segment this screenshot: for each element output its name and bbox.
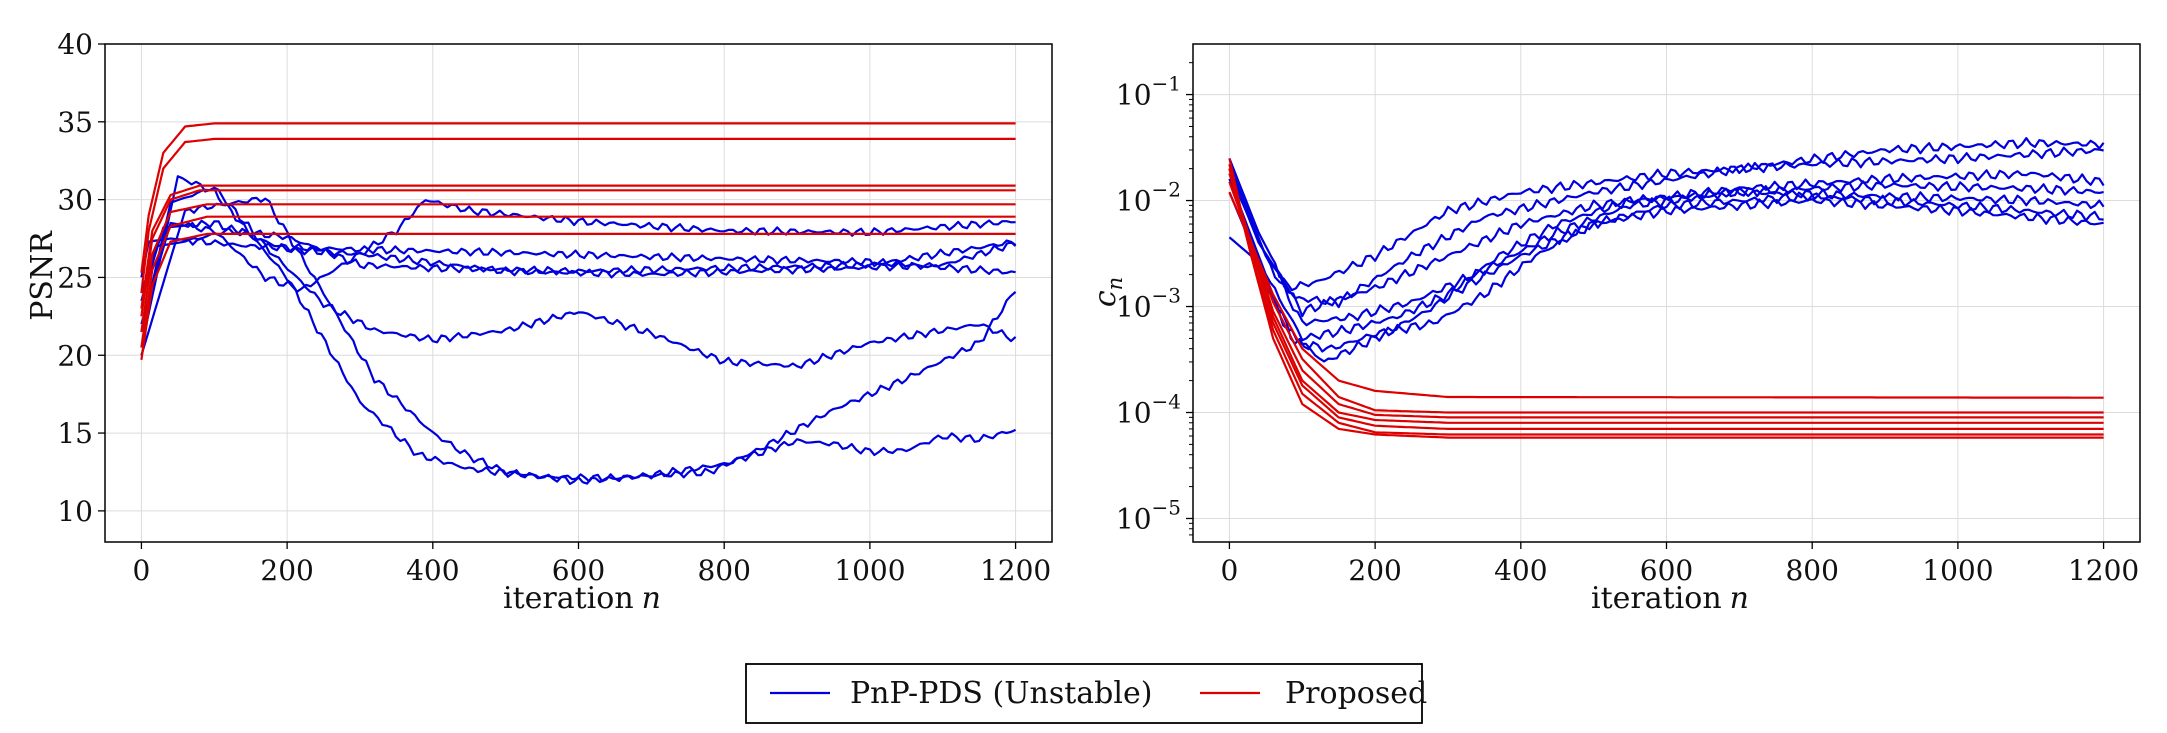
psnr-y-tick-label-30: 30 (57, 184, 93, 217)
psnr-series-proposed-9 (140, 184, 1016, 309)
cn-series-proposed-11 (1228, 168, 2104, 430)
cn-series-pnp-pds-2 (1228, 169, 2105, 318)
cn-y-axis-label: cn (1088, 277, 1127, 307)
cn-x-axis-label: iteration n (1591, 581, 1749, 616)
psnr-series (140, 122, 1017, 485)
cn-x-tick-label-1200: 1200 (2068, 554, 2139, 587)
psnr-x-tick-label-400: 400 (406, 554, 459, 587)
psnr-series-proposed-10 (140, 189, 1016, 317)
cn-y-tick-label-1: 10−4 (1116, 390, 1181, 430)
psnr-x-tick-label-800: 800 (697, 554, 750, 587)
psnr-x-axis-label-text: iteration (503, 581, 634, 616)
legend-label-pnp-pds: PnP-PDS (Unstable) (850, 676, 1152, 711)
cn-y-axis-label-sub: n (1103, 277, 1127, 291)
psnr-series-proposed-7 (140, 122, 1016, 273)
cn-x-tick-label-600: 600 (1640, 554, 1693, 587)
cn-y-tick-label-0: 10−5 (1116, 495, 1181, 535)
cn-x-tick-label-400: 400 (1494, 554, 1547, 587)
cn-x-tick-label-200: 200 (1348, 554, 1401, 587)
psnr-y-tick-label-40: 40 (57, 28, 93, 61)
cn-y-tick-label-2: 10−3 (1116, 284, 1181, 324)
psnr-y-axis-label: PSNR (25, 230, 60, 321)
psnr-x-axis-label: iteration n (503, 581, 661, 616)
cn-series-proposed-7 (1228, 191, 2104, 399)
cn-x-tick-label-1000: 1000 (1922, 554, 1993, 587)
cn-x-tick-label-0: 0 (1221, 554, 1239, 587)
cn-series-pnp-pds-6 (1228, 197, 2104, 363)
cn-series-pnp-pds-0 (1228, 146, 2104, 292)
legend: PnP-PDS (Unstable) Proposed (745, 663, 1427, 724)
psnr-series-pnp-pds-5 (140, 175, 1017, 483)
psnr-y-tick-label-15: 15 (57, 417, 93, 450)
cn-ticks: 0 200 400 600 800 1000 1200 10−5 10−4 10−3 10−2 10−… (1116, 62, 2139, 587)
psnr-x-tick-label-200: 200 (260, 554, 313, 587)
psnr-x-tick-label-0: 0 (133, 554, 151, 587)
cn-x-axis-label-var: n (1730, 581, 1749, 616)
cn-series-proposed-10 (1228, 168, 2104, 424)
cn-x-tick-label-800: 800 (1785, 554, 1838, 587)
psnr-y-tick-label-20: 20 (57, 339, 93, 372)
cn-series-proposed-8 (1228, 181, 2104, 414)
cn-y-tick-label-3: 10−2 (1116, 178, 1181, 218)
legend-label-proposed: Proposed (1285, 676, 1427, 711)
psnr-y-tick-label-35: 35 (57, 106, 93, 139)
cn-grid (1193, 44, 2140, 542)
psnr-x-tick-label-600: 600 (552, 554, 605, 587)
cn-series-pnp-pds-1 (1228, 137, 2105, 309)
cn-chart: 0 200 400 600 800 1000 1200 10−5 10−4 10−3 10−2 10−… (1088, 43, 2141, 616)
psnr-grid (105, 43, 1052, 542)
psnr-x-axis-label-var: n (642, 581, 661, 616)
psnr-series-pnp-pds-2 (140, 219, 1017, 302)
cn-series-proposed-12 (1228, 164, 2104, 436)
psnr-series-proposed-8 (140, 137, 1016, 294)
legend-box (745, 663, 1423, 724)
psnr-y-tick-label-10: 10 (57, 495, 93, 528)
cn-series-proposed-13 (1228, 158, 2104, 439)
psnr-chart: 0 200 400 600 800 1000 1200 10 15 20 25 30 35 40 PSNR… (25, 28, 1053, 616)
psnr-x-tick-label-1000: 1000 (834, 554, 905, 587)
cn-x-axis-label-text: iteration (1591, 581, 1722, 616)
psnr-series-pnp-pds-4 (140, 186, 1017, 369)
cn-series (1228, 137, 2105, 439)
cn-y-axis-label-base: c (1088, 290, 1123, 307)
cn-y-tick-label-4: 10−1 (1116, 72, 1181, 112)
psnr-series-proposed-13 (140, 232, 1016, 361)
psnr-x-tick-label-1200: 1200 (980, 554, 1051, 587)
psnr-series-proposed-12 (140, 215, 1016, 348)
psnr-series-proposed-11 (140, 203, 1016, 333)
psnr-ticks: 0 200 400 600 800 1000 1200 10 15 20 25 30 35 40 (57, 28, 1051, 587)
psnr-series-pnp-pds-0 (140, 237, 1016, 278)
cn-series-proposed-9 (1228, 173, 2104, 419)
psnr-y-tick-label-25: 25 (57, 261, 93, 294)
psnr-series-pnp-pds-6 (140, 196, 1017, 485)
cn-series-pnp-pds-4 (1228, 178, 2105, 342)
